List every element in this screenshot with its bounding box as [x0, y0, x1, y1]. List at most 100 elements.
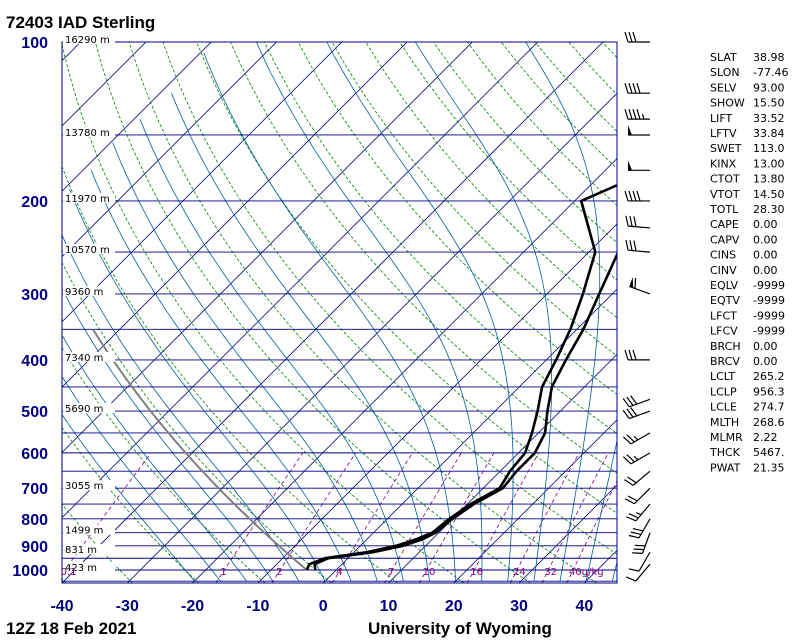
moist-adiabat-line [525, 42, 601, 582]
footer-source: University of Wyoming [368, 619, 552, 638]
index-value: 21.35 [753, 461, 785, 474]
wind-barb [624, 31, 650, 43]
wind-barb-flag [630, 395, 638, 405]
wind-barb-flag [632, 527, 644, 532]
wind-barb-flag [628, 513, 639, 519]
temperature-axis-labels: -40 -30 -20 -10 0 10 20 30 40 [50, 598, 593, 615]
index-value: 15.50 [753, 97, 785, 110]
index-key: VTOT [710, 188, 740, 201]
mixing-ratio-label: 10 [423, 567, 436, 578]
index-key: EQLV [710, 279, 739, 292]
wind-barb-flag [626, 576, 637, 582]
height-label: 831 m [65, 545, 97, 556]
index-value: 13.80 [753, 173, 785, 186]
pressure-tick-label: 1000 [12, 563, 48, 580]
wind-barb [625, 239, 651, 253]
pressure-tick-label: 800 [21, 512, 48, 529]
wind-barb [624, 108, 650, 120]
temperature-tick-label: 10 [380, 598, 398, 615]
index-value: 93.00 [753, 81, 785, 94]
index-value: -9999 [753, 309, 785, 322]
mixing-ratio-label: 0.1 [61, 567, 77, 578]
dry-adiabat-line [230, 42, 617, 474]
height-label: 5690 m [65, 404, 103, 415]
wind-barb-flag [632, 31, 637, 43]
height-label-background [63, 34, 115, 44]
wind-barb-flag [633, 548, 644, 551]
wind-barb-flag [624, 498, 635, 505]
index-key: LIFT [710, 112, 733, 125]
index-value: 0.00 [753, 233, 778, 246]
wind-barb-flag [624, 190, 629, 202]
isotherm-line [62, 42, 278, 258]
temperature-tick-label: -20 [181, 598, 204, 615]
height-label-background [63, 544, 115, 555]
index-value: -77.46 [753, 66, 788, 79]
wind-barb-pennant [628, 124, 632, 135]
wind-barb-flag [624, 479, 634, 486]
index-key: CAPV [710, 233, 740, 246]
moist-adiabat-line [62, 234, 300, 582]
index-value: 5467. [753, 446, 785, 459]
index-value: 274.7 [753, 401, 785, 414]
wind-barb-flag [626, 454, 635, 463]
index-key: SHOW [710, 97, 745, 110]
index-value: -9999 [753, 279, 785, 292]
dry-adiabat-line [365, 42, 617, 319]
height-labels: 16290 m 13780 m 11970 m 10570 m 9360 m 7340 m… [63, 34, 115, 574]
wind-barb-half-flag [633, 455, 639, 461]
wind-barb-half-flag [633, 435, 639, 441]
isotherm-line [518, 484, 617, 583]
mixing-ratio-label: 1 [220, 567, 226, 578]
index-value: 2.22 [753, 431, 778, 444]
index-key: CAPE [710, 218, 739, 231]
series-line-1 [313, 251, 617, 571]
parcel-line [92, 328, 308, 571]
wind-barb [626, 563, 651, 582]
mixing-ratio-line [541, 452, 609, 583]
wind-barb [624, 82, 650, 94]
temperature-tick-label: 30 [510, 598, 528, 615]
wind-barb-flag [622, 398, 630, 408]
wind-barb [629, 276, 651, 295]
index-key: SLAT [710, 51, 737, 64]
temperature-tick-label: -40 [50, 598, 73, 615]
wind-barb-flag [632, 349, 637, 361]
pressure-axis-labels: 100 200 300 400 500 600 700 800 900 1000 [12, 35, 48, 580]
index-value: 13.00 [753, 157, 785, 170]
dry-adiabat-line [297, 42, 617, 395]
height-label-background [63, 192, 115, 203]
index-value: -9999 [753, 325, 785, 338]
moist-adiabat-line [203, 53, 456, 582]
wind-barb-flag [625, 239, 629, 251]
isotherms [62, 42, 617, 583]
wind-barb-flag [622, 436, 632, 445]
height-label: 11970 m [65, 194, 110, 205]
wind-barb-flag [622, 456, 632, 465]
wind-barb-flag [627, 476, 637, 484]
height-label: 10570 m [65, 245, 110, 256]
isotherm-line [62, 42, 147, 127]
pressure-tick-label: 600 [21, 446, 48, 463]
index-key: LCLP [710, 385, 737, 398]
moist-adiabat-line [69, 189, 326, 582]
height-label: 9360 m [65, 287, 103, 298]
mixing-ratio-line [466, 452, 540, 583]
wind-barb [624, 470, 651, 486]
dry-adiabat-line [62, 261, 332, 583]
index-value: 28.30 [753, 203, 785, 216]
wind-barb-flag [632, 108, 637, 120]
dry-adiabat-line [62, 426, 200, 583]
isotherm-line [192, 158, 617, 583]
moist-adiabat-line [62, 334, 247, 582]
wind-barb-flag [629, 216, 633, 227]
moist-adiabat-line [326, 42, 514, 582]
index-value: -9999 [753, 294, 785, 307]
height-label: 16290 m [65, 35, 110, 46]
wind-barb-flag [624, 349, 629, 361]
wind-barb-pennant [628, 160, 632, 171]
isotherm-line [62, 42, 473, 453]
height-label-background [63, 524, 115, 535]
wind-barb-flag [626, 408, 634, 418]
wind-barb-flag [624, 108, 629, 120]
